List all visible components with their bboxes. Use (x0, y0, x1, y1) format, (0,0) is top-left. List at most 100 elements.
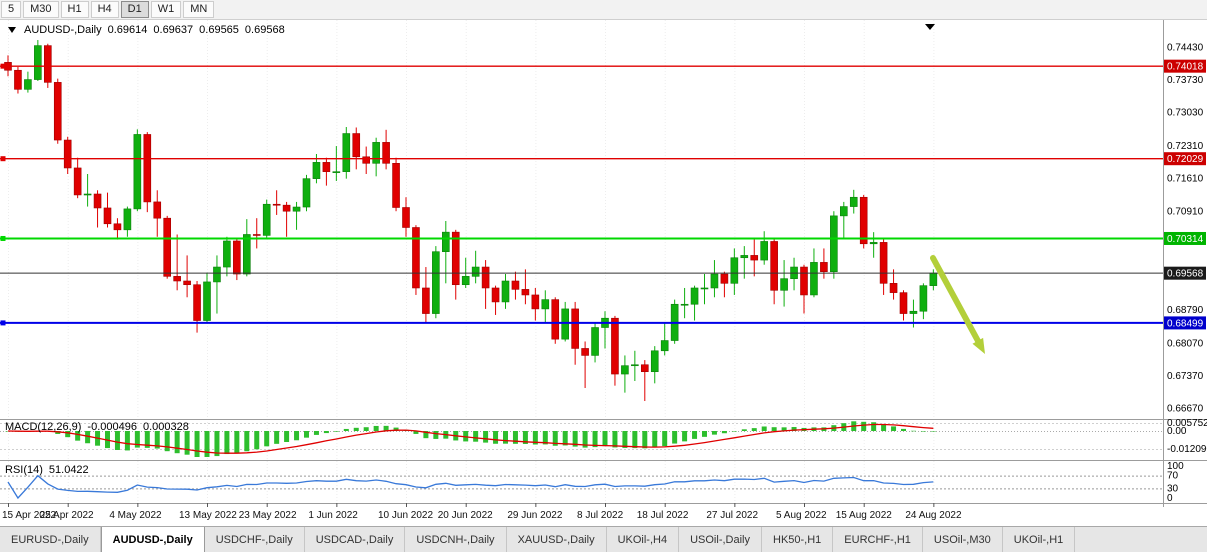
macd-histogram-bar (463, 431, 469, 442)
symbol-tab-usdchf-daily[interactable]: USDCHF-,Daily (205, 527, 305, 552)
candle-body (820, 262, 828, 272)
candle-body (660, 340, 669, 352)
price-axis-label: 0.68790 (1167, 305, 1204, 316)
macd-histogram-bar (662, 431, 668, 447)
macd-histogram-bar (284, 431, 290, 443)
timeframe-button-w1[interactable]: W1 (150, 1, 182, 18)
timeframe-button-d1[interactable]: D1 (120, 1, 149, 18)
macd-axis-label: 0.005752 (1167, 418, 1207, 429)
timeframe-toolbar: 5 M30 H1 H4 D1 W1 MN (0, 0, 1207, 20)
symbol-tab-hk50-h1[interactable]: HK50-,H1 (762, 527, 834, 552)
candle-body (243, 234, 251, 275)
candle-body (412, 227, 420, 289)
rsi-axis-label: 100 (1167, 461, 1184, 472)
timeframe-button-m30[interactable]: M30 (23, 1, 59, 18)
chart-shift-marker-icon (925, 24, 935, 30)
price-badge-label: 0.72029 (1167, 154, 1204, 165)
candle-body (34, 45, 42, 80)
macd-histogram-bar (861, 421, 867, 431)
macd-histogram-bar (393, 427, 399, 431)
candle-body (631, 364, 639, 367)
candle-body (24, 79, 32, 90)
macd-histogram-bar (910, 430, 916, 432)
symbol-tab-eurusd-daily[interactable]: EURUSD-,Daily (0, 527, 101, 552)
line-anchor (0, 235, 6, 241)
date-label: 18 Jul 2022 (636, 510, 689, 521)
macd-histogram-bar (114, 431, 120, 450)
date-label: 4 May 2022 (109, 510, 162, 521)
macd-histogram-bar (930, 431, 936, 432)
candle-body (461, 276, 470, 286)
candle-body (123, 208, 132, 231)
candle-body (103, 207, 112, 225)
trend-arrow-annotation[interactable] (930, 255, 985, 354)
vertical-gridlines (8, 20, 935, 503)
candle-body (193, 284, 201, 321)
candle-body (441, 231, 450, 252)
macd-histogram-bar (85, 431, 91, 444)
price-axis-label: 0.73730 (1167, 75, 1204, 86)
candle-body (611, 317, 619, 375)
candle-body (760, 241, 769, 261)
chart-title-arrow-icon (8, 27, 16, 33)
macd-histogram-bar (373, 425, 379, 431)
candle-body (43, 45, 52, 83)
timeframe-button-h4[interactable]: H4 (90, 1, 119, 18)
timeframe-button-mn[interactable]: MN (183, 1, 215, 18)
candle-body (551, 299, 560, 340)
macd-histogram-bar (612, 431, 618, 448)
candle-body (83, 193, 92, 196)
candle-body (680, 303, 689, 306)
date-label: 27 Jul 2022 (706, 510, 759, 521)
candle-body (362, 156, 371, 164)
candle-body (531, 294, 540, 310)
price-badge (1164, 59, 1206, 73)
symbol-tab-audusd-daily[interactable]: AUDUSD-,Daily (100, 527, 205, 552)
symbol-tab-ukoil-h1[interactable]: UKOil-,H1 (1003, 527, 1076, 552)
macd-histogram-bar (473, 431, 479, 442)
symbol-tab-usoil-m30[interactable]: USOil-,M30 (923, 527, 1003, 552)
symbol-tab-usdcad-daily[interactable]: USDCAD-,Daily (305, 527, 406, 552)
price-badge (1164, 316, 1206, 330)
symbol-tab-usdcnh-daily[interactable]: USDCNH-,Daily (405, 527, 507, 552)
chart-low-value: 0.69565 (199, 24, 239, 36)
macd-histogram-bar (572, 431, 578, 447)
candle-body (352, 133, 361, 158)
macd-axis-label: -0.012090 (1167, 444, 1207, 455)
candle-body (929, 272, 938, 286)
rsi-indicator-label: RSI(14) 51.0422 (5, 464, 89, 476)
candle-body (143, 134, 152, 203)
candle-body (382, 142, 390, 164)
timeframe-button-5[interactable]: 5 (1, 1, 22, 18)
candle-body (262, 203, 271, 236)
candle-body (730, 257, 739, 284)
arrow-head-icon (972, 337, 985, 354)
candle-body (14, 69, 22, 90)
timeframe-button-h1[interactable]: H1 (60, 1, 89, 18)
macd-histogram-bar (891, 426, 897, 431)
candle-body (53, 82, 62, 141)
symbol-tab-xauusd-daily[interactable]: XAUUSD-,Daily (507, 527, 607, 552)
price-axis-label: 0.67370 (1167, 371, 1204, 382)
macd-histogram-bar (503, 431, 508, 444)
symbol-tab-ukoil-h4[interactable]: UKOil-,H4 (607, 527, 680, 552)
candle-body (432, 251, 440, 314)
candle-body (402, 207, 410, 228)
macd-histogram-bar (791, 427, 797, 431)
candle-body (700, 287, 709, 290)
candle-body (93, 193, 102, 209)
candle-body (899, 292, 908, 314)
candle-body (591, 327, 599, 356)
symbol-tab-eurchf-h1[interactable]: EURCHF-,H1 (833, 527, 923, 552)
date-label: 15 Apr 2022 (2, 510, 56, 521)
macd-histogram-bar (294, 431, 300, 441)
macd-histogram-bar (771, 427, 777, 431)
price-axis-label: 0.72310 (1167, 141, 1204, 152)
macd-indicator-label: MACD(12,26,9) -0.000496 0.000328 (5, 421, 189, 433)
candle-body (571, 308, 579, 349)
macd-histogram-bar (602, 431, 608, 447)
symbol-tab-usoil-daily[interactable]: USOil-,Daily (679, 527, 762, 552)
macd-histogram-bar (652, 431, 658, 448)
